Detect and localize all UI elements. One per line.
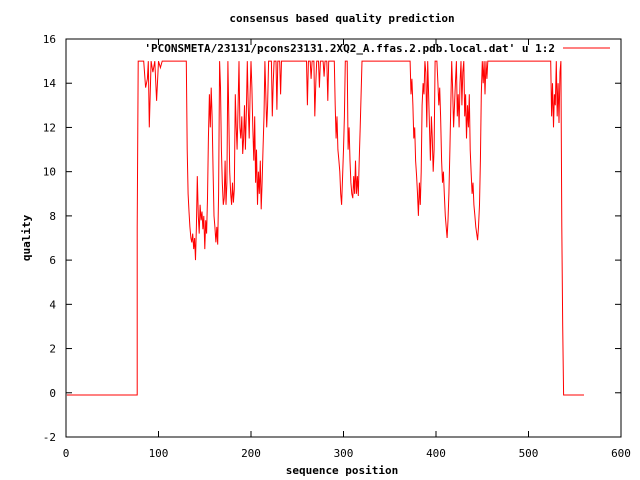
y-tick-label: 14	[43, 77, 57, 90]
x-axis-label: sequence position	[286, 464, 399, 477]
y-tick-label: 12	[43, 121, 56, 134]
y-tick-label: 0	[49, 387, 56, 400]
x-tick-label: 200	[241, 447, 261, 460]
y-tick-label: 8	[49, 210, 56, 223]
legend-label: 'PCONSMETA/23131/pcons23131.2XQ2_A.ffas.…	[144, 42, 555, 55]
axis-ticks: 0 100 200 300 400 500 600 -2 0 2 4 6 8 10 12 14 16	[43, 33, 631, 460]
x-tick-label: 400	[426, 447, 446, 460]
chart-title: consensus based quality prediction	[229, 12, 454, 25]
x-tick-label: 0	[63, 447, 70, 460]
x-tick-label: 100	[149, 447, 169, 460]
series-line	[66, 60, 584, 396]
y-tick-label: 2	[49, 343, 56, 356]
y-tick-label: 10	[43, 166, 56, 179]
x-tick-label: 300	[334, 447, 354, 460]
x-tick-label: 500	[519, 447, 539, 460]
y-tick-label: 16	[43, 33, 56, 46]
x-tick-label: 600	[611, 447, 631, 460]
series-lines	[66, 60, 584, 396]
y-tick-label: 6	[49, 254, 56, 267]
legend: 'PCONSMETA/23131/pcons23131.2XQ2_A.ffas.…	[144, 42, 610, 55]
y-axis-label: quality	[20, 214, 33, 261]
y-tick-label: -2	[43, 431, 56, 444]
plot-frame	[65, 38, 622, 438]
y-tick-label: 4	[49, 298, 56, 311]
